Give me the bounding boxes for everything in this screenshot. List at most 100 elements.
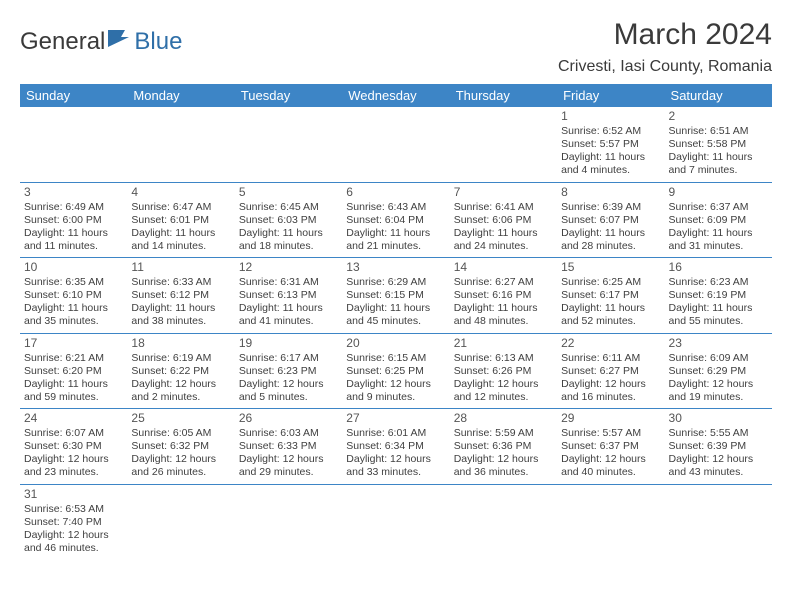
day-number: 14 xyxy=(454,260,553,275)
day-info-line: Daylight: 11 hours and 4 minutes. xyxy=(561,151,660,177)
logo-text-2: Blue xyxy=(134,28,182,56)
day-info-line: Daylight: 11 hours and 55 minutes. xyxy=(669,302,768,328)
day-info-line: Daylight: 12 hours and 43 minutes. xyxy=(669,453,768,479)
day-info-line: Sunrise: 5:55 AM xyxy=(669,427,768,440)
day-info-line: Daylight: 11 hours and 21 minutes. xyxy=(346,227,445,253)
day-cell xyxy=(450,107,557,182)
day-info-line: Daylight: 12 hours and 29 minutes. xyxy=(239,453,338,479)
day-cell: 22Sunrise: 6:11 AMSunset: 6:27 PMDayligh… xyxy=(557,334,664,409)
day-number: 13 xyxy=(346,260,445,275)
day-cell xyxy=(127,485,234,560)
day-info-line: Sunrise: 6:19 AM xyxy=(131,352,230,365)
day-info-line: Sunset: 6:30 PM xyxy=(24,440,123,453)
day-number: 16 xyxy=(669,260,768,275)
day-number: 7 xyxy=(454,185,553,200)
day-info-line: Daylight: 11 hours and 31 minutes. xyxy=(669,227,768,253)
day-info-line: Sunrise: 6:05 AM xyxy=(131,427,230,440)
day-info-line: Sunset: 6:39 PM xyxy=(669,440,768,453)
day-info-line: Sunset: 6:37 PM xyxy=(561,440,660,453)
day-info-line: Sunset: 6:25 PM xyxy=(346,365,445,378)
day-info-line: Sunrise: 6:15 AM xyxy=(346,352,445,365)
day-cell xyxy=(342,485,449,560)
day-info-line: Sunrise: 6:41 AM xyxy=(454,201,553,214)
day-info-line: Daylight: 11 hours and 38 minutes. xyxy=(131,302,230,328)
day-info-line: Sunrise: 5:57 AM xyxy=(561,427,660,440)
day-cell xyxy=(20,107,127,182)
day-info-line: Sunrise: 6:33 AM xyxy=(131,276,230,289)
day-number: 18 xyxy=(131,336,230,351)
day-number: 20 xyxy=(346,336,445,351)
day-info-line: Sunset: 5:57 PM xyxy=(561,138,660,151)
day-info-line: Sunset: 6:20 PM xyxy=(24,365,123,378)
day-info-line: Daylight: 12 hours and 16 minutes. xyxy=(561,378,660,404)
day-number: 19 xyxy=(239,336,338,351)
day-number: 23 xyxy=(669,336,768,351)
day-cell: 19Sunrise: 6:17 AMSunset: 6:23 PMDayligh… xyxy=(235,334,342,409)
day-cell: 15Sunrise: 6:25 AMSunset: 6:17 PMDayligh… xyxy=(557,258,664,333)
day-info-line: Daylight: 11 hours and 14 minutes. xyxy=(131,227,230,253)
day-cell: 8Sunrise: 6:39 AMSunset: 6:07 PMDaylight… xyxy=(557,183,664,258)
day-info-line: Sunset: 6:13 PM xyxy=(239,289,338,302)
day-info-line: Sunrise: 6:07 AM xyxy=(24,427,123,440)
day-info-line: Daylight: 12 hours and 23 minutes. xyxy=(24,453,123,479)
day-info-line: Sunrise: 6:43 AM xyxy=(346,201,445,214)
day-cell: 17Sunrise: 6:21 AMSunset: 6:20 PMDayligh… xyxy=(20,334,127,409)
day-cell: 27Sunrise: 6:01 AMSunset: 6:34 PMDayligh… xyxy=(342,409,449,484)
day-header: Tuesday xyxy=(235,84,342,107)
day-number: 3 xyxy=(24,185,123,200)
day-cell: 12Sunrise: 6:31 AMSunset: 6:13 PMDayligh… xyxy=(235,258,342,333)
day-info-line: Daylight: 12 hours and 40 minutes. xyxy=(561,453,660,479)
day-info-line: Sunset: 5:58 PM xyxy=(669,138,768,151)
day-number: 4 xyxy=(131,185,230,200)
day-number: 25 xyxy=(131,411,230,426)
day-info-line: Daylight: 12 hours and 9 minutes. xyxy=(346,378,445,404)
day-info-line: Sunset: 6:06 PM xyxy=(454,214,553,227)
day-info-line: Daylight: 11 hours and 41 minutes. xyxy=(239,302,338,328)
day-cell: 29Sunrise: 5:57 AMSunset: 6:37 PMDayligh… xyxy=(557,409,664,484)
day-info-line: Sunset: 6:15 PM xyxy=(346,289,445,302)
week-row: 1Sunrise: 6:52 AMSunset: 5:57 PMDaylight… xyxy=(20,107,772,183)
month-title: March 2024 xyxy=(558,18,772,52)
day-info-line: Sunset: 6:04 PM xyxy=(346,214,445,227)
day-info-line: Sunset: 6:33 PM xyxy=(239,440,338,453)
day-info-line: Sunset: 6:17 PM xyxy=(561,289,660,302)
day-info-line: Sunset: 6:03 PM xyxy=(239,214,338,227)
day-number: 2 xyxy=(669,109,768,124)
day-number: 5 xyxy=(239,185,338,200)
week-row: 31Sunrise: 6:53 AMSunset: 7:40 PMDayligh… xyxy=(20,485,772,560)
day-cell: 11Sunrise: 6:33 AMSunset: 6:12 PMDayligh… xyxy=(127,258,234,333)
day-cell xyxy=(557,485,664,560)
day-info-line: Sunrise: 6:49 AM xyxy=(24,201,123,214)
day-info-line: Daylight: 12 hours and 5 minutes. xyxy=(239,378,338,404)
day-info-line: Daylight: 11 hours and 35 minutes. xyxy=(24,302,123,328)
day-cell: 13Sunrise: 6:29 AMSunset: 6:15 PMDayligh… xyxy=(342,258,449,333)
day-info-line: Daylight: 11 hours and 18 minutes. xyxy=(239,227,338,253)
weeks-container: 1Sunrise: 6:52 AMSunset: 5:57 PMDaylight… xyxy=(20,107,772,559)
day-cell: 30Sunrise: 5:55 AMSunset: 6:39 PMDayligh… xyxy=(665,409,772,484)
day-cell: 1Sunrise: 6:52 AMSunset: 5:57 PMDaylight… xyxy=(557,107,664,182)
week-row: 24Sunrise: 6:07 AMSunset: 6:30 PMDayligh… xyxy=(20,409,772,485)
day-header: Friday xyxy=(557,84,664,107)
day-info-line: Sunset: 6:07 PM xyxy=(561,214,660,227)
day-info-line: Daylight: 11 hours and 24 minutes. xyxy=(454,227,553,253)
day-number: 28 xyxy=(454,411,553,426)
day-cell xyxy=(450,485,557,560)
day-info-line: Daylight: 11 hours and 45 minutes. xyxy=(346,302,445,328)
day-info-line: Daylight: 11 hours and 7 minutes. xyxy=(669,151,768,177)
day-header: Sunday xyxy=(20,84,127,107)
day-info-line: Sunrise: 6:39 AM xyxy=(561,201,660,214)
day-cell: 24Sunrise: 6:07 AMSunset: 6:30 PMDayligh… xyxy=(20,409,127,484)
day-number: 6 xyxy=(346,185,445,200)
day-cell: 10Sunrise: 6:35 AMSunset: 6:10 PMDayligh… xyxy=(20,258,127,333)
day-number: 15 xyxy=(561,260,660,275)
day-cell: 23Sunrise: 6:09 AMSunset: 6:29 PMDayligh… xyxy=(665,334,772,409)
day-info-line: Sunrise: 6:11 AM xyxy=(561,352,660,365)
day-number: 26 xyxy=(239,411,338,426)
day-cell: 7Sunrise: 6:41 AMSunset: 6:06 PMDaylight… xyxy=(450,183,557,258)
day-info-line: Sunrise: 5:59 AM xyxy=(454,427,553,440)
day-info-line: Sunset: 6:32 PM xyxy=(131,440,230,453)
day-info-line: Sunrise: 6:21 AM xyxy=(24,352,123,365)
day-cell: 16Sunrise: 6:23 AMSunset: 6:19 PMDayligh… xyxy=(665,258,772,333)
day-number: 21 xyxy=(454,336,553,351)
day-header: Wednesday xyxy=(342,84,449,107)
